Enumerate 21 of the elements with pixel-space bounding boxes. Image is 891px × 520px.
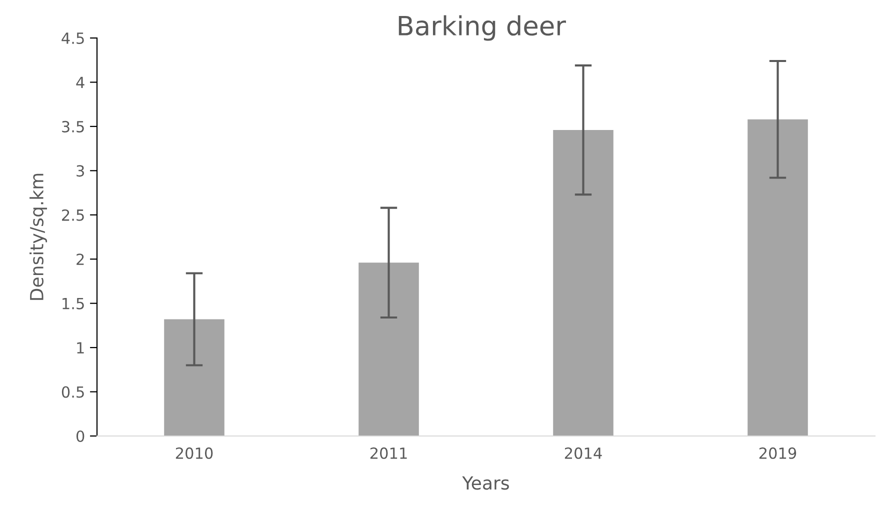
x-tick-label: 2010	[176, 447, 213, 459]
x-tick-label: 2014	[564, 447, 602, 459]
y-tick-label: 0	[76, 430, 84, 442]
x-tick-label: 2011	[370, 447, 407, 459]
y-tick-label: 2	[76, 254, 84, 265]
bar	[164, 319, 224, 436]
bar	[553, 130, 614, 436]
y-tick-label: 4	[76, 76, 84, 88]
bar	[358, 262, 419, 436]
x-tick-label: 2019	[759, 447, 796, 459]
y-tick-label: 1.5	[62, 298, 84, 310]
x-axis-title: Years	[462, 476, 509, 490]
y-tick-label: 2.5	[62, 209, 84, 221]
y-tick-label: 3	[76, 165, 84, 177]
y-tick-label: 1	[77, 342, 84, 354]
y-tick-label: 4.5	[62, 32, 84, 44]
bar	[748, 119, 808, 436]
chart-title: Barking deer	[398, 15, 566, 41]
y-axis-title: Density/sq.km	[30, 174, 48, 300]
y-tick-label: 0.5	[62, 386, 84, 398]
y-tick-label: 3.5	[62, 120, 84, 132]
